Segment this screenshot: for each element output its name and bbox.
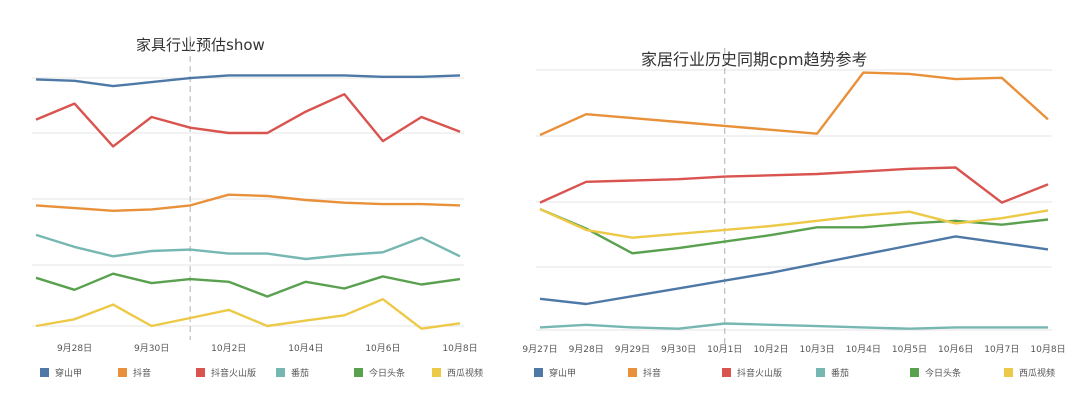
legend-item: 抖音 [628, 366, 661, 379]
legend-label: 抖音火山版 [211, 369, 257, 379]
x-tick-label: 9月30日 [134, 343, 169, 354]
x-tick-label: 10月3日 [799, 344, 834, 355]
chart-panel-cpm: 家居行业历史同期cpm趋势参考 9月27日 9月28日 9月29日 9月30日 10月1… [510, 0, 1080, 411]
chart-legend: 穿山甲 抖音 抖音火山版 番茄 今日头条 西瓜视频 [0, 366, 490, 382]
legend-swatch [910, 368, 919, 377]
series-line [539, 166, 1049, 204]
x-tick-label: 9月28日 [569, 344, 604, 355]
series-line [35, 92, 461, 148]
legend-item: 今日头条 [910, 366, 961, 379]
legend-swatch [196, 368, 205, 377]
x-tick-label: 9月29日 [615, 344, 650, 355]
x-tick-label: 10月5日 [892, 344, 927, 355]
legend-item: 抖音火山版 [722, 366, 782, 379]
legend-swatch [1004, 368, 1013, 377]
chart-title: 家具行业预估show [136, 36, 265, 54]
x-tick-label: 10月4日 [846, 344, 881, 355]
x-tick-label: 10月6日 [365, 343, 400, 354]
chart-legend: 穿山甲 抖音 抖音火山版 番茄 今日头条 西瓜视频 [510, 366, 1080, 382]
legend-swatch [432, 368, 441, 377]
legend-label: 番茄 [291, 369, 310, 379]
legend-item: 抖音 [118, 366, 151, 379]
series-line [539, 207, 1049, 255]
series-line [539, 322, 1048, 330]
legend-label: 番茄 [831, 369, 850, 379]
legend-item: 西瓜视频 [1004, 366, 1055, 379]
x-tick-label: 9月30日 [661, 344, 696, 355]
legend-item: 西瓜视频 [432, 366, 483, 379]
x-tick-label: 10月4日 [288, 343, 323, 354]
line-plot: 9月27日 9月28日 9月29日 9月30日 10月1日 10月2日 10月3日 10月4日… [522, 48, 1066, 355]
legend-item: 番茄 [816, 366, 849, 379]
legend-label: 穿山甲 [549, 369, 577, 379]
x-tick-label: 10月1日 [707, 344, 742, 355]
x-tick-label: 10月8日 [1030, 344, 1065, 355]
x-tick-label: 10月6日 [938, 344, 973, 355]
legend-swatch [722, 368, 731, 377]
x-tick-label: 10月7日 [984, 344, 1019, 355]
x-tick-label: 10月8日 [442, 343, 477, 354]
legend-item: 穿山甲 [40, 366, 82, 379]
series-line [35, 272, 461, 298]
chart-title: 家居行业历史同期cpm趋势参考 [641, 50, 868, 69]
x-tick-label: 9月28日 [57, 343, 92, 354]
line-plot: 9月28日 9月30日 10月2日 10月4日 10月6日 10月8日 [32, 36, 478, 354]
x-tick-label: 9月27日 [522, 344, 557, 355]
legend-swatch [628, 368, 637, 377]
legend-swatch [534, 368, 543, 377]
series-line [539, 71, 1049, 137]
series-line [35, 298, 461, 330]
legend-label: 穿山甲 [55, 369, 83, 379]
legend-item: 今日头条 [354, 366, 405, 379]
x-tick-label: 10月2日 [211, 343, 246, 354]
legend-label: 今日头条 [925, 369, 962, 379]
x-tick-label: 10月2日 [753, 344, 788, 355]
legend-item: 番茄 [276, 366, 309, 379]
legend-item: 抖音火山版 [196, 366, 256, 379]
legend-swatch [40, 368, 49, 377]
legend-label: 西瓜视频 [1019, 369, 1056, 379]
chart-panel-show: 家具行业预估show 9月28日 9月30日 10月2日 10月4日 10月6日 10月8… [0, 0, 490, 411]
legend-item: 穿山甲 [534, 366, 576, 379]
series-line [539, 235, 1049, 306]
legend-swatch [816, 368, 825, 377]
series-line [35, 233, 461, 261]
legend-label: 抖音 [643, 369, 662, 379]
series-line [35, 74, 461, 88]
legend-swatch [276, 368, 285, 377]
legend-label: 抖音火山版 [737, 369, 783, 379]
legend-label: 西瓜视频 [447, 369, 484, 379]
series-line [35, 193, 461, 213]
legend-label: 抖音 [133, 369, 152, 379]
series-line [539, 208, 1049, 239]
legend-swatch [118, 368, 127, 377]
legend-label: 今日头条 [369, 369, 406, 379]
legend-swatch [354, 368, 363, 377]
